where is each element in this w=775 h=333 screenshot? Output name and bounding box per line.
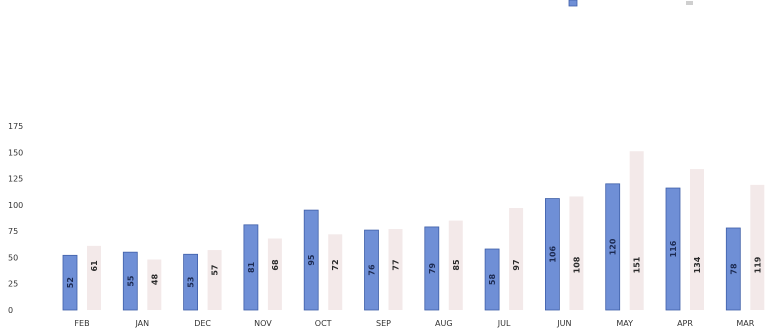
bar-primary <box>243 224 259 311</box>
x-category-label: JAN <box>134 319 149 328</box>
bar-primary <box>183 253 199 311</box>
x-category-label: FEB <box>74 319 89 328</box>
bar-secondary-value-label: 108 <box>572 256 581 273</box>
bar-secondary-value-label: 77 <box>392 259 401 270</box>
bar-secondary <box>267 238 282 310</box>
bar-primary-value-label: 78 <box>729 263 738 275</box>
bar-primary <box>725 227 741 311</box>
bar-primary-value-label: 120 <box>609 238 618 255</box>
bar-primary <box>364 229 379 311</box>
bar-secondary-value-label: 57 <box>211 264 220 275</box>
bar-secondary <box>388 229 403 310</box>
bar-secondary-value-label: 119 <box>753 256 762 273</box>
x-axis: FEB JAN DEC NOV OCT SEP AUG JUL JUN MAY APR MAR <box>74 319 754 328</box>
bar-secondary <box>328 234 343 310</box>
bar-primary-value-label: 116 <box>669 240 678 257</box>
x-category-label: OCT <box>315 319 332 328</box>
x-category-label: JUL <box>497 319 511 328</box>
x-category-label: JUN <box>556 319 571 328</box>
x-category-label: AUG <box>435 319 453 328</box>
bar-primary <box>665 187 681 311</box>
bar-primary <box>303 209 319 311</box>
bar-secondary <box>569 196 584 310</box>
bar-secondary-value-label: 61 <box>90 260 99 272</box>
bar-primary <box>484 248 500 311</box>
legend <box>568 0 693 7</box>
y-tick-label: 150 <box>8 148 23 157</box>
bar-secondary-value-label: 68 <box>271 259 280 271</box>
bar-secondary-value-label: 48 <box>150 274 159 286</box>
legend-swatch-secondary <box>686 1 693 5</box>
x-category-label: MAR <box>736 319 754 328</box>
bar-secondary <box>448 220 463 310</box>
y-tick-label: 75 <box>8 227 18 236</box>
y-tick-label: 50 <box>8 253 18 262</box>
bar-secondary-value-label: 72 <box>331 259 340 270</box>
bar-secondary-value-label: 85 <box>452 259 461 271</box>
x-category-label: SEP <box>376 319 391 328</box>
bar-primary-value-label: 79 <box>428 262 437 274</box>
y-tick-label: 125 <box>8 175 23 184</box>
y-axis: 0 25 50 75 100 125 150 175 <box>8 122 23 315</box>
bars-group: 52 61 55 48 53 57 81 68 95 72 76 77 79 85 58 97 106 108 12… <box>62 151 765 311</box>
x-category-label: NOV <box>254 319 272 328</box>
bar-primary <box>545 198 560 311</box>
y-tick-label: 0 <box>8 306 13 315</box>
bar-primary-value-label: 52 <box>66 277 75 288</box>
bar-primary-value-label: 76 <box>368 264 377 276</box>
bar-secondary-value-label: 134 <box>693 256 702 273</box>
legend-swatch-primary <box>568 0 578 7</box>
x-category-label: MAY <box>616 319 633 328</box>
bar-primary-value-label: 53 <box>187 277 196 288</box>
y-tick-label: 175 <box>8 122 23 131</box>
bar-primary-value-label: 95 <box>307 254 316 266</box>
bar-primary-value-label: 106 <box>548 245 557 262</box>
bar-primary <box>62 254 78 311</box>
bar-primary-value-label: 58 <box>488 274 497 286</box>
y-tick-label: 25 <box>8 280 18 289</box>
bar-secondary-value-label: 97 <box>512 259 521 270</box>
bar-primary <box>122 251 138 311</box>
bar-primary-value-label: 81 <box>247 261 256 273</box>
bar-secondary <box>690 169 704 310</box>
bar-secondary <box>87 245 101 310</box>
x-category-label: APR <box>677 319 693 328</box>
bar-secondary <box>207 250 222 310</box>
bar-secondary <box>509 208 524 310</box>
bar-primary-value-label: 55 <box>126 275 135 287</box>
bar-primary <box>424 226 440 311</box>
bar-primary <box>605 183 621 311</box>
bar-secondary <box>629 151 644 310</box>
y-tick-label: 100 <box>8 201 23 210</box>
bar-secondary <box>750 184 765 310</box>
bar-secondary <box>147 259 162 310</box>
x-category-label: DEC <box>194 319 211 328</box>
bar-secondary-value-label: 151 <box>633 256 642 273</box>
